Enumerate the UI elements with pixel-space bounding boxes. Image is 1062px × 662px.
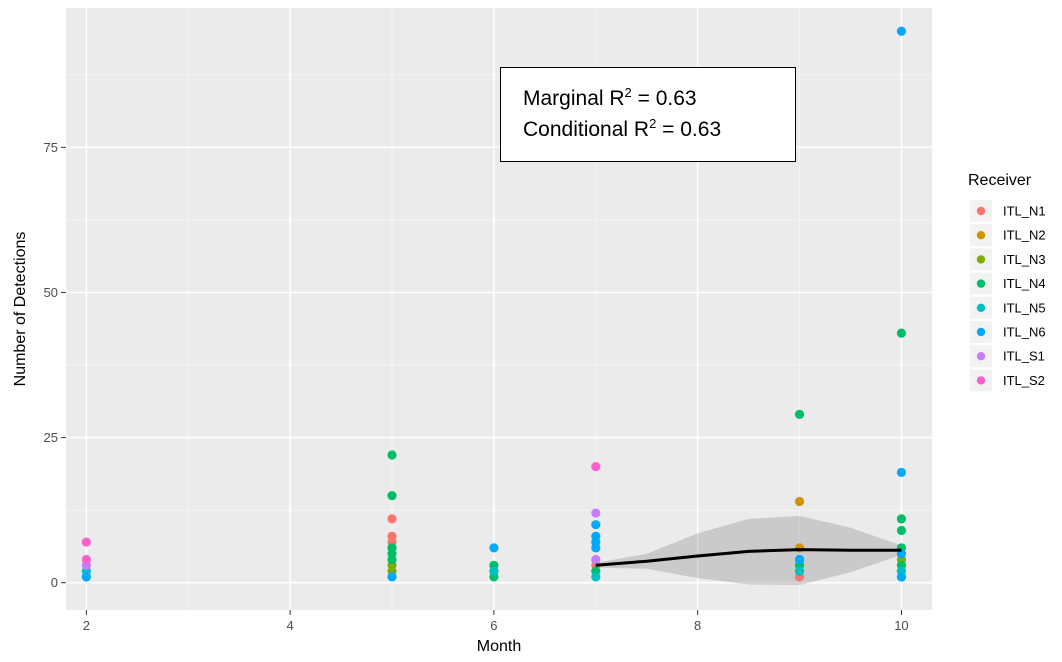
legend-key-dot [976,206,986,216]
legend-label: ITL_N4 [1003,276,1046,291]
major-gridlines [66,8,932,610]
legend-key-dot [976,327,986,337]
data-point [489,543,499,553]
legend-key-dot [976,376,986,385]
legend-label: ITL_N2 [1003,228,1046,243]
legend-title: Receiver [968,172,1032,189]
series-itl-s1 [81,508,601,570]
data-point [591,508,601,518]
data-point [387,491,397,501]
series-itl-n6 [81,26,907,582]
legend-item: ITL_N2 [970,224,1046,247]
y-axis-title: Number of Detections [12,232,29,387]
y-tick-label: 50 [44,285,58,300]
marginal-r2-line: Marginal R2 = 0.63 [523,83,795,114]
conditional-r2-superscript: 2 [649,116,657,131]
legend-key-dot [976,352,986,361]
data-point [896,26,907,36]
data-point [591,572,601,582]
conditional-r2-label: Conditional R [523,118,650,141]
data-point [591,543,601,553]
legend-key-dot [976,303,986,312]
y-tick-label: 75 [44,140,58,155]
marginal-r2-superscript: 2 [624,85,632,100]
data-points-layer [81,26,907,582]
legend-label: ITL_S1 [1003,349,1045,364]
legend-label: ITL_N6 [1003,325,1046,340]
x-tick-label: 10 [894,618,908,633]
legend: Receiver ITL_N1 ITL_N2 ITL_N3 ITL_N4 ITL_N5 I… [968,172,1046,392]
y-tick-label: 25 [44,430,58,445]
x-tick-label: 8 [694,618,701,633]
legend-item: ITL_N1 [970,200,1046,222]
data-point [896,525,907,536]
data-point [896,514,907,524]
data-point [387,450,397,460]
data-point [591,462,601,472]
data-point [387,514,397,524]
data-point [81,554,91,565]
data-point [489,566,499,576]
y-axis: 0 25 50 75 [44,140,66,590]
data-point [896,328,907,338]
conditional-r2-line: Conditional R2 = 0.63 [523,114,795,145]
data-point [81,537,91,547]
y-tick-label: 0 [51,575,58,590]
data-point [794,409,805,419]
marginal-r2-label: Marginal R [523,87,625,110]
data-point [794,566,805,576]
x-axis: 2 4 6 8 10 [83,610,909,633]
x-axis-title: Month [477,638,521,655]
data-point [794,496,805,507]
legend-key-dot [976,231,986,240]
legend-key-dot [976,279,986,288]
fit-line-layer [595,548,902,567]
fit-line [595,548,902,567]
conditional-r2-value: = 0.63 [656,118,722,141]
legend-item: ITL_N4 [970,272,1046,295]
legend-item: ITL_S1 [970,345,1045,368]
legend-item: ITL_N5 [970,296,1046,319]
data-point [794,554,805,565]
data-point [81,572,91,582]
data-point [387,554,397,565]
marginal-r2-value: = 0.63 [631,87,697,110]
legend-item: ITL_N3 [970,248,1046,271]
legend-item: ITL_N6 [970,321,1046,343]
data-point [591,520,601,530]
legend-label: ITL_S2 [1003,373,1045,388]
legend-label: ITL_N3 [1003,252,1046,267]
data-point [591,554,601,565]
legend-label: ITL_N1 [1003,204,1046,219]
x-tick-label: 4 [287,618,294,633]
legend-item: ITL_S2 [970,369,1045,392]
series-itl-s2 [81,462,601,565]
data-point [896,467,907,478]
r-squared-annotation-box: Marginal R2 = 0.63 Conditional R2 = 0.63 [500,67,796,162]
data-point [896,572,907,582]
legend-label: ITL_N5 [1003,300,1046,315]
data-point [387,572,397,582]
x-tick-label: 2 [83,618,90,633]
legend-key-dot [976,255,986,264]
x-tick-label: 6 [490,618,497,633]
